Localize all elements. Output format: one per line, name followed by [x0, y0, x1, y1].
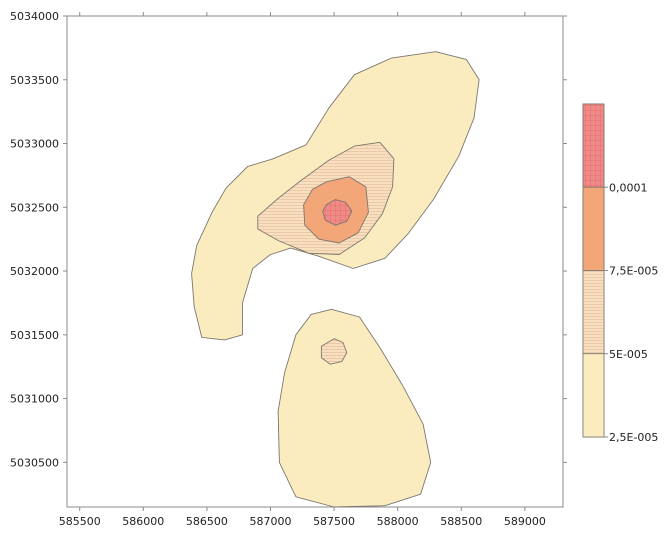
y-tick-label-1: 5031000: [10, 393, 59, 406]
y-axis-ticks: 5030500 5031000 5031500 5032000 5032500 50330…: [10, 10, 567, 469]
y-tick-label-3: 5032000: [10, 265, 59, 278]
contour-region-1: [277, 308, 432, 508]
x-tick-label-3: 587000: [249, 515, 291, 528]
y-tick-label-4: 5032500: [10, 201, 59, 214]
x-tick-label-2: 586500: [186, 515, 228, 528]
y-tick-label-2: 5031500: [10, 329, 59, 342]
legend-label-3: 2,5E-005: [609, 431, 658, 444]
x-tick-label-5: 588000: [377, 515, 419, 528]
x-tick-label-6: 588500: [440, 515, 482, 528]
x-tick-label-7: 589000: [504, 515, 546, 528]
contour-layer: [191, 51, 480, 508]
legend-label-2: 5E-005: [609, 348, 648, 361]
y-tick-label-0: 5030500: [10, 456, 59, 469]
legend-swatch-0: [582, 103, 605, 188]
legend-swatch-1: [582, 186, 605, 271]
legend-label-0: 0,0001: [609, 181, 648, 194]
y-tick-label-5: 5033000: [10, 138, 59, 151]
contour-region-5: [322, 199, 353, 226]
legend: 0,0001 7,5E-005 5E-005 2,5E-005: [582, 103, 658, 444]
legend-label-1: 7,5E-005: [609, 265, 658, 278]
legend-swatch-2: [582, 270, 605, 355]
x-tick-label-4: 587500: [313, 515, 355, 528]
x-tick-label-1: 586000: [122, 515, 164, 528]
y-tick-label-7: 5034000: [10, 10, 59, 23]
x-tick-label-0: 585500: [59, 515, 101, 528]
x-axis-ticks: 585500 586000 586500 587000 587500 588000 5885…: [59, 12, 546, 528]
y-tick-label-6: 5033500: [10, 74, 59, 87]
legend-swatch-3: [582, 353, 605, 438]
contour-region-3: [320, 338, 348, 365]
